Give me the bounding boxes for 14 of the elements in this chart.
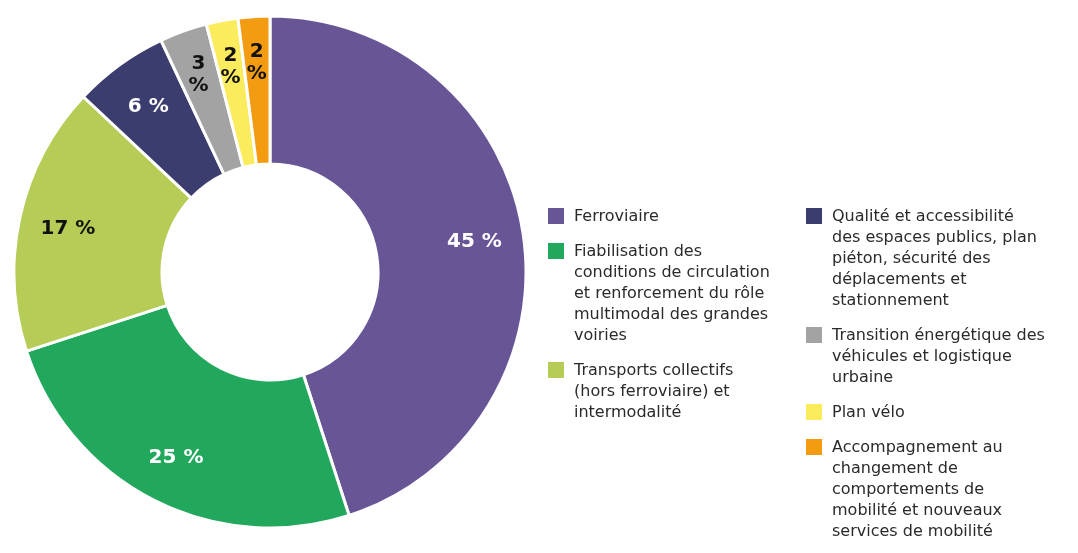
data-label: 6 % (127, 92, 169, 117)
data-label: 17 % (40, 214, 96, 239)
legend-label: Qualité et accessibilité des espaces publics, plan piéton, sécurité des déplacements et stationnement (832, 205, 1038, 310)
data-label: 25 % (148, 444, 204, 469)
legend-label: Transports collectifs (hors ferroviaire) et intermodalité (574, 359, 735, 422)
data-label: 45 % (447, 227, 502, 252)
legend-label: Plan vélo (832, 401, 905, 422)
data-label: 3 % (188, 50, 209, 97)
legend-label: Ferroviaire (574, 205, 659, 226)
data-label: 2 % (246, 38, 267, 85)
data-label: 2 % (220, 41, 241, 88)
legend-label: Accompagnement au changement de comportements de mobilité et nouveaux services de mobilité (832, 436, 1004, 541)
legend-label: Fiabilisation des conditions de circulation et renforcement du rôle multimodal des grandes voiries (574, 240, 771, 345)
legend-label: Transition énergétique des véhicules et logistique urbaine (832, 324, 1046, 387)
